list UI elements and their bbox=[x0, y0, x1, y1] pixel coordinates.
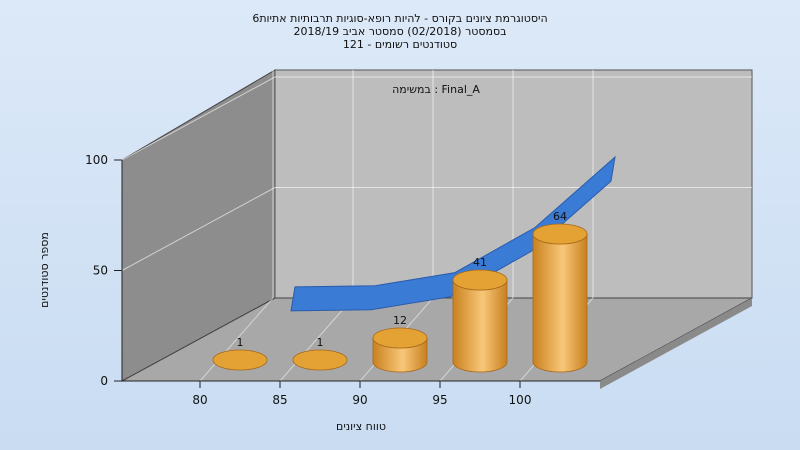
x-tick-label: 80 bbox=[192, 393, 207, 407]
task-annotation: במשימה : Final_A bbox=[392, 83, 480, 96]
y-tick-label: 50 bbox=[93, 264, 108, 278]
bar-body bbox=[452, 279, 508, 373]
bar-top bbox=[532, 223, 588, 245]
floor-edge bbox=[600, 298, 752, 389]
bar-95: 41 bbox=[452, 256, 508, 373]
data-label: 1 bbox=[237, 336, 244, 349]
data-label: 64 bbox=[553, 210, 567, 223]
bar-body bbox=[532, 233, 588, 373]
bar-85: 1 bbox=[292, 336, 348, 371]
bar-90: 12 bbox=[372, 314, 428, 373]
x-ticks: 80 85 90 95 100 bbox=[192, 381, 531, 407]
data-label: 41 bbox=[473, 256, 487, 269]
bar-80: 1 bbox=[212, 336, 268, 371]
grid-line-side bbox=[121, 187, 276, 271]
data-label: 12 bbox=[393, 314, 407, 327]
data-label: 1 bbox=[317, 336, 324, 349]
bar-top bbox=[452, 269, 508, 291]
x-tick-label: 95 bbox=[432, 393, 447, 407]
bar-top bbox=[292, 349, 348, 371]
bar-top bbox=[212, 349, 268, 371]
chart-title-line-3: סטודנטים רשומים - 121 bbox=[343, 38, 457, 51]
y-ticks: 0 50 100 bbox=[85, 153, 122, 388]
grid-line-floor bbox=[279, 297, 354, 382]
y-tick-label: 100 bbox=[85, 153, 108, 167]
x-tick-label: 85 bbox=[272, 393, 287, 407]
grid-line-side bbox=[121, 76, 276, 161]
bar-100: 64 bbox=[532, 210, 588, 373]
bar-top bbox=[372, 327, 428, 349]
x-tick-label: 90 bbox=[352, 393, 367, 407]
chart-title-line-2: בסמסטר (02/2018) סמסטר אביב 2018/19 bbox=[293, 25, 506, 38]
bars-layer: 1 1 12 41 64 bbox=[212, 210, 588, 373]
grid-line-floor bbox=[199, 297, 274, 382]
chart-title-line-1: היסטוגרמת ציונים בקורס - להיות רופא-סוגי… bbox=[252, 12, 547, 25]
grid-lines bbox=[121, 70, 752, 382]
x-tick-label: 100 bbox=[509, 393, 532, 407]
y-axis-title: מספר סטודנטים bbox=[38, 232, 51, 308]
y-tick-label: 0 bbox=[100, 374, 108, 388]
x-axis-title: טווח ציונים bbox=[336, 420, 386, 433]
